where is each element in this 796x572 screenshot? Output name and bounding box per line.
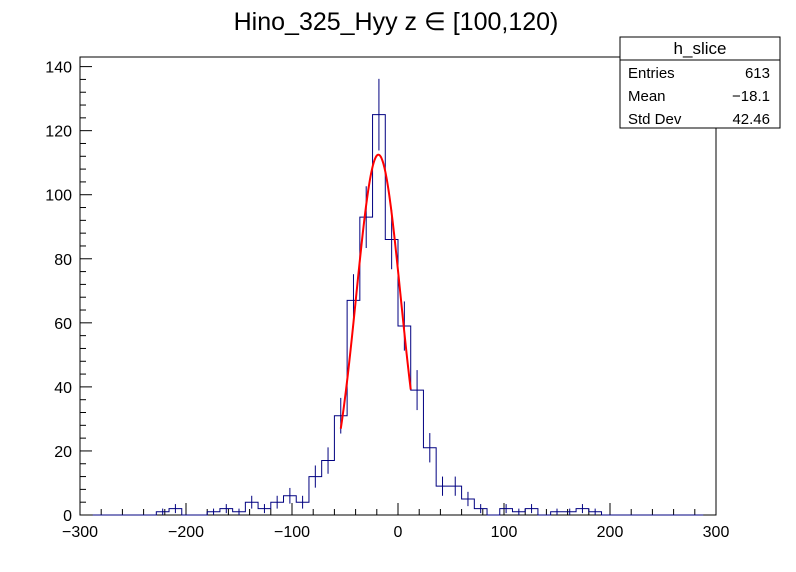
x-tick-label: 300 xyxy=(703,524,730,541)
x-axis: −300 −200 −100 0 100 200 300 xyxy=(62,503,729,541)
y-axis: 0 20 40 60 80 100 120 140 xyxy=(45,60,92,525)
y-tick-label: 100 xyxy=(45,188,72,205)
x-tick-label: −200 xyxy=(168,524,204,541)
stats-entries-label: Entries xyxy=(628,65,675,82)
stats-box-title: h_slice xyxy=(674,39,727,58)
stats-box: h_slice Entries 613 Mean −18.1 Std Dev 4… xyxy=(619,36,781,129)
gaussian-fit-curve xyxy=(339,153,412,429)
stats-stddev-label: Std Dev xyxy=(628,111,682,128)
chart-title: Hino_325_Hyy z ∈ [100,120) xyxy=(234,8,559,36)
y-tick-label: 0 xyxy=(63,508,72,525)
stats-stddev-value: 42.46 xyxy=(732,111,770,128)
x-tick-label: −100 xyxy=(274,524,310,541)
y-tick-label: 120 xyxy=(45,124,72,141)
y-tick-label: 40 xyxy=(54,380,72,397)
x-tick-label: 100 xyxy=(491,524,518,541)
x-tick-label: 200 xyxy=(597,524,624,541)
stats-mean-label: Mean xyxy=(628,88,666,105)
x-tick-label: 0 xyxy=(394,524,403,541)
y-tick-label: 140 xyxy=(45,60,72,77)
y-tick-label: 60 xyxy=(54,316,72,333)
stats-entries-value: 613 xyxy=(745,65,770,82)
error-bars xyxy=(162,78,596,515)
stats-box-frame xyxy=(619,36,781,129)
histogram-line xyxy=(92,114,704,516)
y-tick-label: 80 xyxy=(54,252,72,269)
stats-mean-value: −18.1 xyxy=(732,88,770,105)
y-tick-label: 20 xyxy=(54,444,72,461)
plot-area: 0 20 40 60 80 100 120 140 −300 −200 −100 0 100 200 30… xyxy=(45,56,729,541)
x-tick-label: −300 xyxy=(62,524,98,541)
